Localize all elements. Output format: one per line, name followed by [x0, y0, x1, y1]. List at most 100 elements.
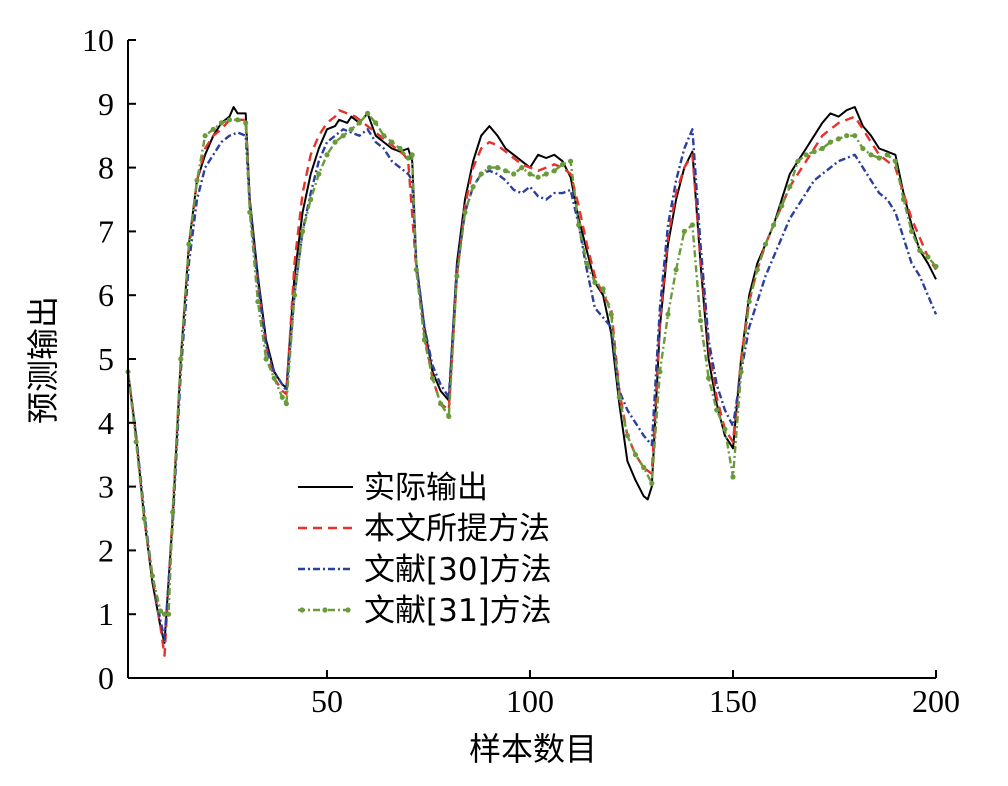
series-line — [126, 112, 937, 616]
series-point — [657, 369, 663, 375]
series-point — [795, 158, 801, 164]
series-point — [324, 152, 330, 158]
series-point — [373, 120, 379, 126]
series-point — [762, 241, 769, 247]
series-point — [616, 394, 622, 400]
series-point — [844, 133, 850, 139]
series-point — [584, 260, 590, 266]
series-point — [421, 337, 427, 343]
y-tick-label: 2 — [98, 532, 114, 568]
series-point — [519, 165, 525, 171]
series-point — [462, 209, 468, 215]
series-point — [226, 117, 233, 123]
series-point — [551, 168, 557, 174]
legend-item: 文献[30]方法 — [298, 552, 552, 588]
legend-label: 文献[31]方法 — [364, 593, 552, 629]
y-tick-label: 3 — [98, 469, 114, 505]
series-point — [681, 228, 687, 234]
series-point — [141, 515, 147, 522]
x-axis-title: 样本数目 — [469, 730, 597, 768]
series-point — [641, 464, 647, 471]
series-point — [608, 311, 614, 317]
series-point — [149, 573, 155, 579]
series-point — [405, 155, 411, 161]
series-point — [697, 318, 704, 324]
series-point — [470, 184, 476, 190]
series-point — [381, 133, 387, 139]
series-point — [730, 474, 736, 480]
series-point — [247, 209, 253, 215]
series-point — [157, 608, 164, 614]
series-point — [600, 286, 606, 292]
x-tick-label: 50 — [311, 683, 343, 719]
legend-marker — [299, 607, 305, 613]
legend-label: 实际输出 — [364, 470, 488, 506]
y-tick-label: 0 — [98, 660, 114, 696]
series-4 — [125, 110, 939, 617]
legend-label: 本文所提方法 — [364, 511, 550, 547]
series-point — [559, 161, 566, 167]
series-point — [746, 299, 752, 305]
series-point — [429, 375, 436, 381]
series-point — [356, 120, 362, 126]
series-point — [860, 145, 866, 152]
series-point — [925, 254, 931, 260]
series-point — [218, 120, 224, 126]
series-point — [738, 369, 744, 375]
series-point — [884, 152, 890, 158]
y-tick-label: 8 — [98, 150, 114, 186]
y-axis-title: 预测输出 — [24, 296, 62, 424]
series-point — [827, 139, 834, 145]
series-point — [876, 155, 882, 161]
series-point — [771, 222, 777, 228]
series-point — [161, 611, 168, 617]
series-point — [186, 241, 192, 247]
series-point — [689, 222, 696, 228]
series-point — [166, 611, 172, 617]
series-point — [673, 267, 679, 273]
series-point — [576, 222, 582, 228]
series-point — [511, 171, 517, 177]
series-point — [787, 184, 793, 190]
series-point — [535, 174, 541, 180]
series-point — [543, 171, 549, 177]
series-point — [811, 149, 817, 155]
series-point — [194, 177, 200, 183]
series-point — [527, 171, 533, 177]
series-point — [568, 158, 574, 164]
series-point — [592, 279, 598, 285]
series-point — [649, 480, 655, 486]
series-point — [271, 375, 277, 381]
series-point — [892, 158, 899, 164]
series-point — [722, 426, 728, 432]
series-point — [438, 401, 444, 407]
legend-item: 文献[31]方法 — [298, 593, 552, 629]
series-point — [836, 136, 842, 142]
series-point — [170, 509, 176, 515]
series-point — [624, 433, 631, 439]
series-point — [235, 117, 241, 123]
series-point — [365, 110, 371, 116]
y-tick-label: 5 — [98, 341, 114, 377]
y-tick-label: 10 — [82, 22, 114, 58]
series-point — [279, 394, 285, 400]
series-point — [803, 152, 809, 158]
legend-label: 文献[30]方法 — [364, 552, 552, 588]
legend-item: 本文所提方法 — [298, 511, 550, 547]
plot-series-layer — [125, 106, 939, 657]
series-point — [503, 168, 509, 174]
series-point — [714, 407, 720, 413]
series-point — [397, 145, 403, 152]
series-point — [263, 356, 269, 362]
series-point — [779, 203, 785, 209]
series-point — [348, 126, 354, 132]
series-point — [933, 263, 939, 270]
series-point — [210, 126, 216, 132]
legend-marker — [322, 607, 328, 613]
series-point — [819, 145, 825, 152]
series-point — [340, 133, 346, 139]
series-point — [632, 452, 639, 458]
